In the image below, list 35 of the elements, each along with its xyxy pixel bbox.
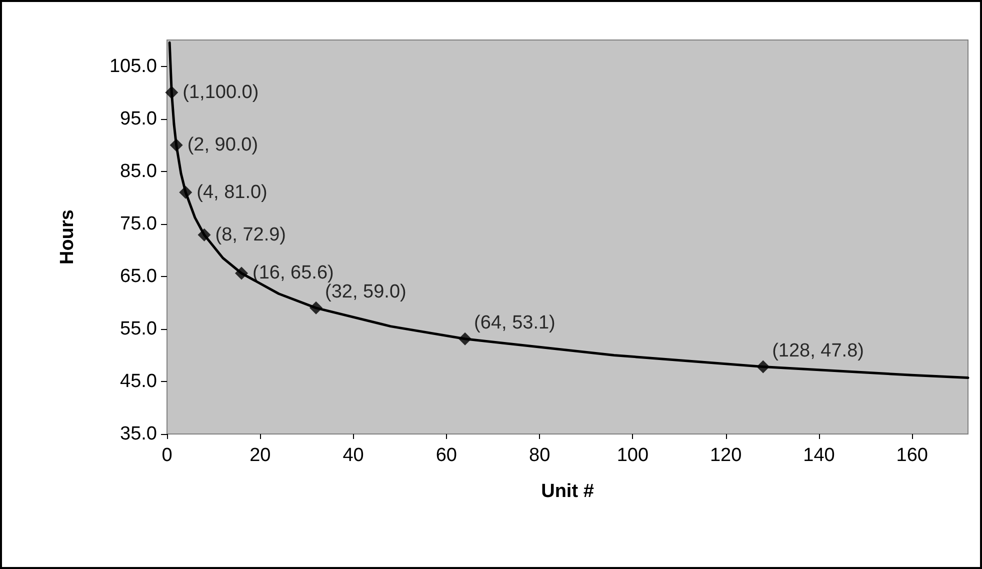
x-tick-label: 40 [342, 445, 364, 466]
y-tick-label: 65.0 [120, 266, 157, 287]
y-tick-label: 45.0 [120, 370, 157, 392]
annotation: (32, 59.0) [325, 281, 406, 302]
annotation: (2, 90.0) [187, 134, 258, 156]
x-tick-label: 80 [528, 445, 550, 466]
x-tick-label: 160 [896, 445, 928, 466]
point [458, 332, 472, 346]
y-tick-label: 55.0 [120, 318, 157, 340]
x-tick-label: 100 [616, 445, 649, 466]
x-axis-title: Unit # [541, 481, 594, 502]
y-tick-label: 35.0 [120, 424, 157, 444]
annotation: (128, 47.8) [772, 340, 864, 362]
point [198, 228, 211, 242]
annotation: (8, 72.9) [215, 224, 286, 246]
annotation: (64, 53.1) [474, 312, 556, 334]
x-tick-label: 0 [162, 445, 172, 466]
point [165, 86, 178, 100]
point [179, 186, 192, 199]
point [235, 266, 248, 280]
x-tick-label: 20 [250, 445, 271, 466]
x-tick-label: 140 [803, 445, 835, 466]
y-axis-title: Hours [57, 210, 78, 264]
x-tick-label: 60 [436, 445, 457, 466]
y-tick-label: 75.0 [120, 213, 157, 234]
point [170, 138, 183, 152]
y-tick-label: 85.0 [120, 160, 157, 182]
x-tick-label: 120 [710, 445, 742, 466]
y-tick-label: 105.0 [109, 56, 157, 77]
annotation: (16, 65.6) [252, 262, 334, 284]
point [756, 360, 770, 374]
annotation: (1,100.0) [182, 82, 259, 104]
point [310, 301, 323, 314]
annotation: (4, 81.0) [196, 182, 268, 203]
y-tick-label: 95.0 [120, 108, 157, 130]
